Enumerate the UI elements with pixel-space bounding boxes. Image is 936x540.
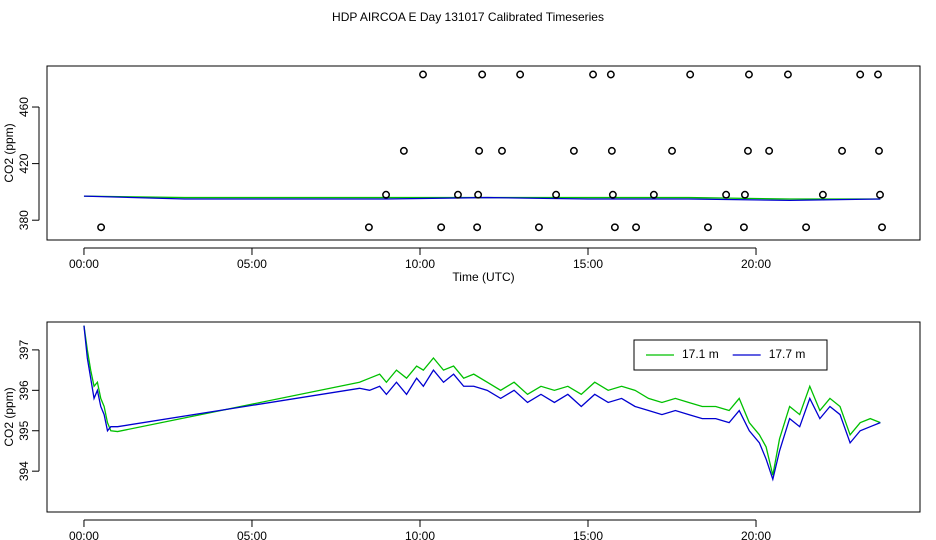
x-tick-label: 20:00 xyxy=(741,257,771,271)
data-point xyxy=(765,146,774,155)
data-point xyxy=(876,190,884,199)
y-tick-label: 460 xyxy=(17,97,31,117)
y-tick-label: 395 xyxy=(17,420,31,440)
data-point xyxy=(552,190,561,199)
data-point xyxy=(606,70,615,79)
x-tick-label: 15:00 xyxy=(573,529,603,540)
data-point xyxy=(569,146,578,155)
data-point xyxy=(364,223,373,232)
data-point xyxy=(454,190,462,199)
data-point xyxy=(498,146,506,155)
data-point xyxy=(875,146,883,155)
y-axis-label: CO2 (ppm) xyxy=(2,123,16,182)
plot-frame xyxy=(46,65,921,241)
data-point xyxy=(744,146,752,155)
data-point xyxy=(608,190,617,199)
data-point xyxy=(97,223,106,232)
x-tick-label: 20:00 xyxy=(741,529,771,540)
x-axis-label: Time (UTC) xyxy=(452,270,514,284)
data-point xyxy=(856,70,865,79)
x-tick-label: 10:00 xyxy=(405,529,435,540)
figure-title: HDP AIRCOA E Day 131017 Calibrated Times… xyxy=(332,10,604,24)
data-point xyxy=(399,146,408,155)
x-tick-label: 00:00 xyxy=(69,529,99,540)
data-point xyxy=(740,190,749,199)
y-tick-label: 394 xyxy=(17,461,31,481)
x-tick-label: 10:00 xyxy=(405,257,435,271)
data-point xyxy=(419,70,427,79)
data-point xyxy=(632,223,641,232)
data-point xyxy=(437,223,446,232)
data-point xyxy=(722,190,731,199)
series-line xyxy=(83,195,881,202)
data-point xyxy=(686,70,695,79)
legend-label: 17.1 m xyxy=(682,347,719,361)
data-point xyxy=(516,70,525,79)
plot-frame xyxy=(46,321,921,513)
data-point xyxy=(534,223,543,232)
data-point xyxy=(745,70,753,79)
x-tick-label: 05:00 xyxy=(237,257,267,271)
y-tick-label: 396 xyxy=(17,380,31,400)
data-point xyxy=(878,223,886,232)
legend-label: 17.7 m xyxy=(769,347,806,361)
data-point xyxy=(474,190,483,199)
data-point xyxy=(802,223,811,232)
x-tick-label: 05:00 xyxy=(237,529,267,540)
y-tick-label: 420 xyxy=(17,153,31,173)
data-point xyxy=(649,190,658,199)
data-point xyxy=(589,70,597,79)
data-point xyxy=(783,70,792,79)
data-point xyxy=(704,223,712,232)
data-point xyxy=(382,190,391,199)
data-point xyxy=(838,146,846,155)
x-tick-label: 00:00 xyxy=(69,257,99,271)
y-axis-label: CO2 (ppm) xyxy=(2,387,16,446)
x-tick-label: 15:00 xyxy=(573,257,603,271)
data-point xyxy=(607,146,616,155)
data-point xyxy=(610,223,619,232)
data-point xyxy=(874,70,882,79)
y-tick-label: 380 xyxy=(17,210,31,230)
data-point xyxy=(478,70,487,79)
data-point xyxy=(473,223,482,232)
data-point xyxy=(668,146,676,155)
data-point xyxy=(818,190,827,199)
data-point xyxy=(739,223,748,232)
data-point xyxy=(475,146,484,155)
series-line xyxy=(83,325,881,482)
y-tick-label: 397 xyxy=(17,340,31,360)
